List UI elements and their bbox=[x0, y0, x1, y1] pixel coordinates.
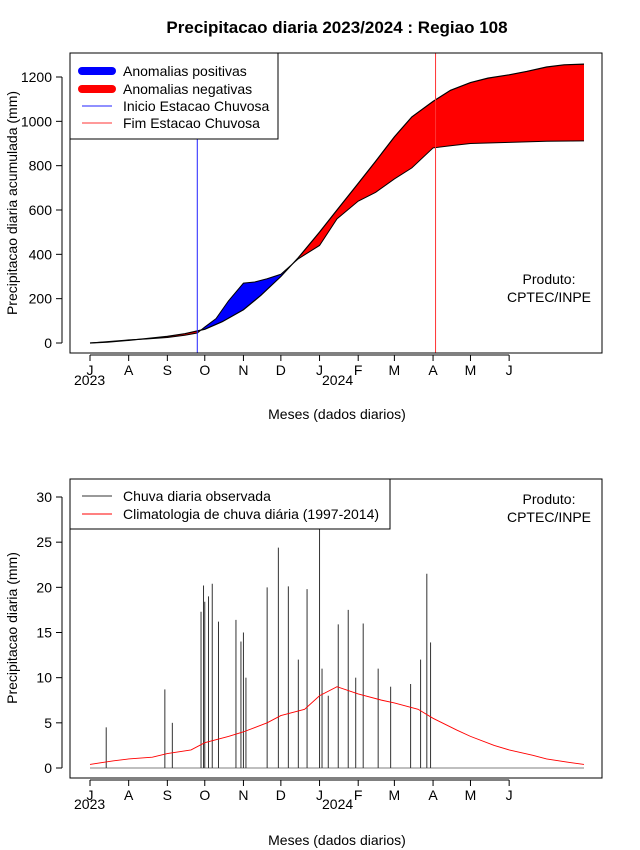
bottom-x-tick-label: D bbox=[276, 787, 286, 803]
chart-title: Precipitacao diaria 2023/2024 : Regiao 1… bbox=[166, 18, 507, 37]
legend-label-end: Fim Estacao Chuvosa bbox=[123, 115, 260, 131]
top-x-tick-label: M bbox=[389, 362, 401, 378]
top-y-tick-label: 600 bbox=[29, 202, 53, 218]
bottom-annotation-line2: CPTEC/INPE bbox=[507, 509, 591, 525]
bottom-y-tick-label: 5 bbox=[44, 715, 52, 731]
bottom-x-tick-label: J bbox=[506, 787, 513, 803]
top-x-tick-label: J bbox=[506, 362, 513, 378]
top-year-label-2023: 2023 bbox=[74, 372, 105, 388]
bottom-x-tick-label: S bbox=[163, 787, 172, 803]
top-annotation-line2: CPTEC/INPE bbox=[507, 289, 591, 305]
legend-label-climatology: Climatologia de chuva diária (1997-2014) bbox=[123, 506, 379, 522]
bottom-y-tick-label: 30 bbox=[36, 489, 52, 505]
top-year-label-2024: 2024 bbox=[322, 372, 353, 388]
top-x-tick-label: N bbox=[238, 362, 248, 378]
bottom-y-tick-label: 0 bbox=[44, 760, 52, 776]
legend-label-observed: Chuva diaria observada bbox=[123, 488, 271, 504]
bottom-y-tick-label: 20 bbox=[36, 579, 52, 595]
top-y-tick-label: 1200 bbox=[21, 69, 52, 85]
bottom-x-tick-label: M bbox=[465, 787, 477, 803]
top-y-axis-label: Precipitacao diaria acumulada (mm) bbox=[4, 91, 20, 315]
bottom-year-label-2024: 2024 bbox=[322, 796, 353, 812]
climatology-cumulative-line bbox=[89, 63, 585, 344]
top-y-tick-label: 400 bbox=[29, 246, 53, 262]
top-y-tick-label: 0 bbox=[44, 335, 52, 351]
bottom-y-tick-label: 15 bbox=[36, 625, 52, 641]
bottom-panel: 0 5 10 15 20 25 30 J A S O N D J F M A M J 2023 2024 Mese… bbox=[4, 478, 603, 848]
top-x-tick-label: A bbox=[428, 362, 438, 378]
bottom-y-tick-label: 10 bbox=[36, 670, 52, 686]
bottom-x-tick-label: J bbox=[87, 787, 94, 803]
bottom-annotation-line1: Produto: bbox=[523, 491, 576, 507]
climatology-daily-line bbox=[89, 686, 585, 765]
top-y-tick-label: 200 bbox=[29, 291, 53, 307]
top-x-tick-label: D bbox=[276, 362, 286, 378]
top-x-tick-label: J bbox=[316, 362, 323, 378]
top-x-tick-label: A bbox=[124, 362, 134, 378]
bottom-x-axis-label: Meses (dados diarios) bbox=[268, 832, 406, 848]
bottom-legend-box bbox=[69, 478, 391, 530]
top-y-tick-label: 800 bbox=[29, 158, 53, 174]
bottom-x-tick-label: A bbox=[124, 787, 134, 803]
legend-label-onset: Inicio Estacao Chuvosa bbox=[123, 98, 270, 114]
bottom-x-tick-label: F bbox=[354, 787, 363, 803]
bottom-x-tick-label: J bbox=[316, 787, 323, 803]
bottom-legend: Chuva diaria observada Climatologia de c… bbox=[69, 478, 391, 530]
top-plot-frame bbox=[69, 52, 603, 354]
top-x-tick-label: F bbox=[354, 362, 363, 378]
legend-label-positive: Anomalias positivas bbox=[123, 63, 247, 79]
top-legend: Anomalias positivas Anomalias negativas … bbox=[69, 52, 279, 140]
positive-anomaly-area bbox=[201, 263, 294, 331]
bottom-y-axis: 0 5 10 15 20 25 30 bbox=[36, 489, 63, 776]
bottom-x-tick-label: A bbox=[428, 787, 438, 803]
bottom-y-tick-label: 25 bbox=[36, 534, 52, 550]
top-x-tick-label: O bbox=[199, 362, 210, 378]
top-y-tick-label: 1000 bbox=[21, 113, 52, 129]
bottom-x-tick-label: N bbox=[238, 787, 248, 803]
daily-rain-bars bbox=[105, 528, 432, 768]
bottom-y-axis-label: Precipitacao diaria (mm) bbox=[4, 552, 20, 704]
bottom-year-label-2023: 2023 bbox=[74, 796, 105, 812]
observed-cumulative-line bbox=[89, 140, 585, 344]
bottom-x-tick-label: O bbox=[199, 787, 210, 803]
negative-anomaly-area bbox=[293, 64, 584, 264]
top-x-tick-label: J bbox=[87, 362, 94, 378]
top-annotation-line1: Produto: bbox=[523, 271, 576, 287]
top-x-tick-label: M bbox=[465, 362, 477, 378]
top-y-axis: 0 200 400 600 800 1000 1200 bbox=[21, 69, 63, 351]
bottom-x-tick-label: M bbox=[389, 787, 401, 803]
top-x-tick-label: S bbox=[163, 362, 172, 378]
top-x-axis-label: Meses (dados diarios) bbox=[268, 406, 406, 422]
legend-label-negative: Anomalias negativas bbox=[123, 81, 252, 97]
